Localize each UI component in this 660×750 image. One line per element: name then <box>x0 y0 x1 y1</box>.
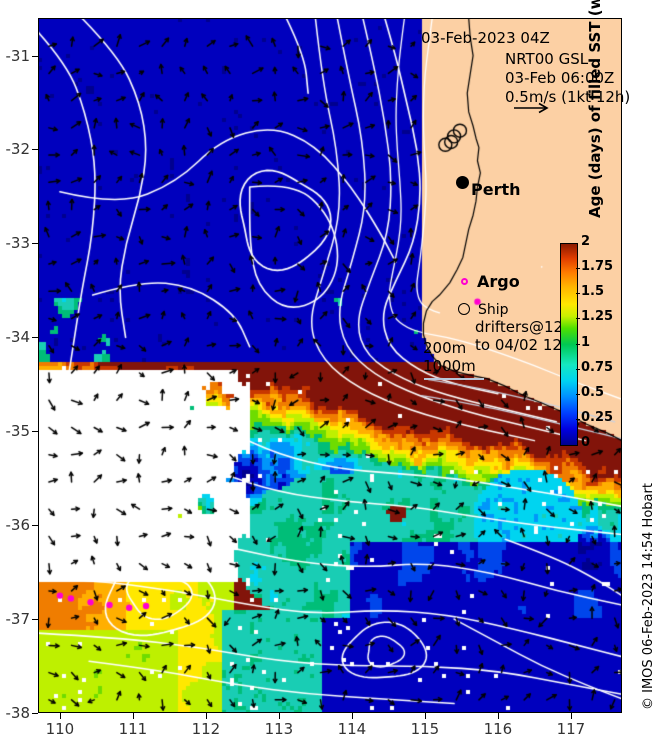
colorbar-tick-mark <box>576 318 580 320</box>
y-tick-label: -36 <box>5 516 31 535</box>
colorbar-tick-mark <box>576 293 580 295</box>
colorbar-tick-label: 0.25 <box>581 409 614 425</box>
colorbar-tick-label: 0 <box>581 435 591 450</box>
drifters-period-line2: to 04/02 12Z <box>475 336 573 354</box>
x-tick-label: 112 <box>191 720 221 738</box>
x-tick-label: 116 <box>483 720 513 738</box>
y-tick-label: -31 <box>5 46 31 65</box>
y-tick-mark <box>32 55 38 57</box>
right-arrow-icon <box>514 102 549 114</box>
colorbar-tick-label: 0.75 <box>581 359 614 375</box>
drifters-period-line1: drifters@12Z <box>475 318 574 336</box>
header-valid-time: 03-Feb 06:00Z <box>505 69 615 87</box>
y-tick-label: -34 <box>5 328 31 347</box>
x-tick-mark <box>278 713 280 719</box>
y-tick-mark <box>32 431 38 433</box>
colorbar-tick-label: 1.25 <box>581 309 614 325</box>
y-tick-mark <box>32 713 38 714</box>
x-tick-mark <box>424 713 426 719</box>
colorbar-tick-mark <box>576 268 580 270</box>
depth-contour-rule <box>424 378 484 380</box>
x-tick-label: 115 <box>410 720 440 738</box>
depth-contour-200m-label: 200m <box>423 339 467 357</box>
depth-contour-1000m-label: 1000m <box>423 357 476 375</box>
colorbar-tick-label: 1.75 <box>581 259 614 275</box>
colorbar <box>560 243 578 446</box>
argo-legend-marker-icon <box>461 278 468 285</box>
perth-city-marker-icon <box>456 176 469 189</box>
y-tick-mark <box>32 619 38 621</box>
argo-legend-label: Argo <box>477 272 520 291</box>
y-tick-label: -32 <box>5 140 31 159</box>
colorbar-title: Age (days) of filled SST (wrt latest) <box>586 0 604 218</box>
x-tick-mark <box>205 713 207 719</box>
colorbar-tick-mark <box>576 343 580 345</box>
header-date: 03-Feb-2023 04Z <box>421 29 550 47</box>
y-tick-label: -35 <box>5 422 31 441</box>
x-tick-label: 117 <box>556 720 586 738</box>
y-tick-mark <box>32 243 38 245</box>
x-tick-mark <box>497 713 499 719</box>
colorbar-tick-label: 2 <box>581 234 591 249</box>
x-tick-mark <box>59 713 61 719</box>
colorbar-tick-label: 0.5 <box>581 384 605 400</box>
x-tick-label: 110 <box>45 720 75 738</box>
x-tick-label: 114 <box>337 720 367 738</box>
x-tick-label: 111 <box>118 720 148 738</box>
colorbar-tick-mark <box>576 368 580 370</box>
header-model-name: NRT00 GSL <box>505 50 589 68</box>
map-plot-area[interactable] <box>38 18 622 713</box>
colorbar-tick-mark <box>576 393 580 395</box>
contour-and-vector-layer <box>38 18 622 713</box>
ship-legend-marker-icon <box>458 303 470 315</box>
y-tick-mark <box>32 337 38 339</box>
copyright-notice: © IMOS 06-Feb-2023 14:54 Hobart <box>641 483 656 710</box>
y-tick-label: -33 <box>5 234 31 253</box>
y-tick-label: -37 <box>5 610 31 629</box>
perth-city-label: Perth <box>471 180 521 199</box>
colorbar-tick-label: 1.5 <box>581 284 605 300</box>
y-tick-mark <box>32 525 38 527</box>
x-tick-mark <box>132 713 134 719</box>
colorbar-tick-label: 1 <box>581 334 591 350</box>
x-tick-mark <box>570 713 572 719</box>
y-tick-label: -38 <box>5 704 31 722</box>
x-tick-label: 113 <box>264 720 294 738</box>
colorbar-tick-mark <box>576 418 580 420</box>
header-vector-scale: 0.5m/s (1kt 12h) <box>505 88 631 106</box>
y-tick-mark <box>32 149 38 151</box>
ship-legend-label: Ship <box>478 302 509 318</box>
x-tick-mark <box>351 713 353 719</box>
